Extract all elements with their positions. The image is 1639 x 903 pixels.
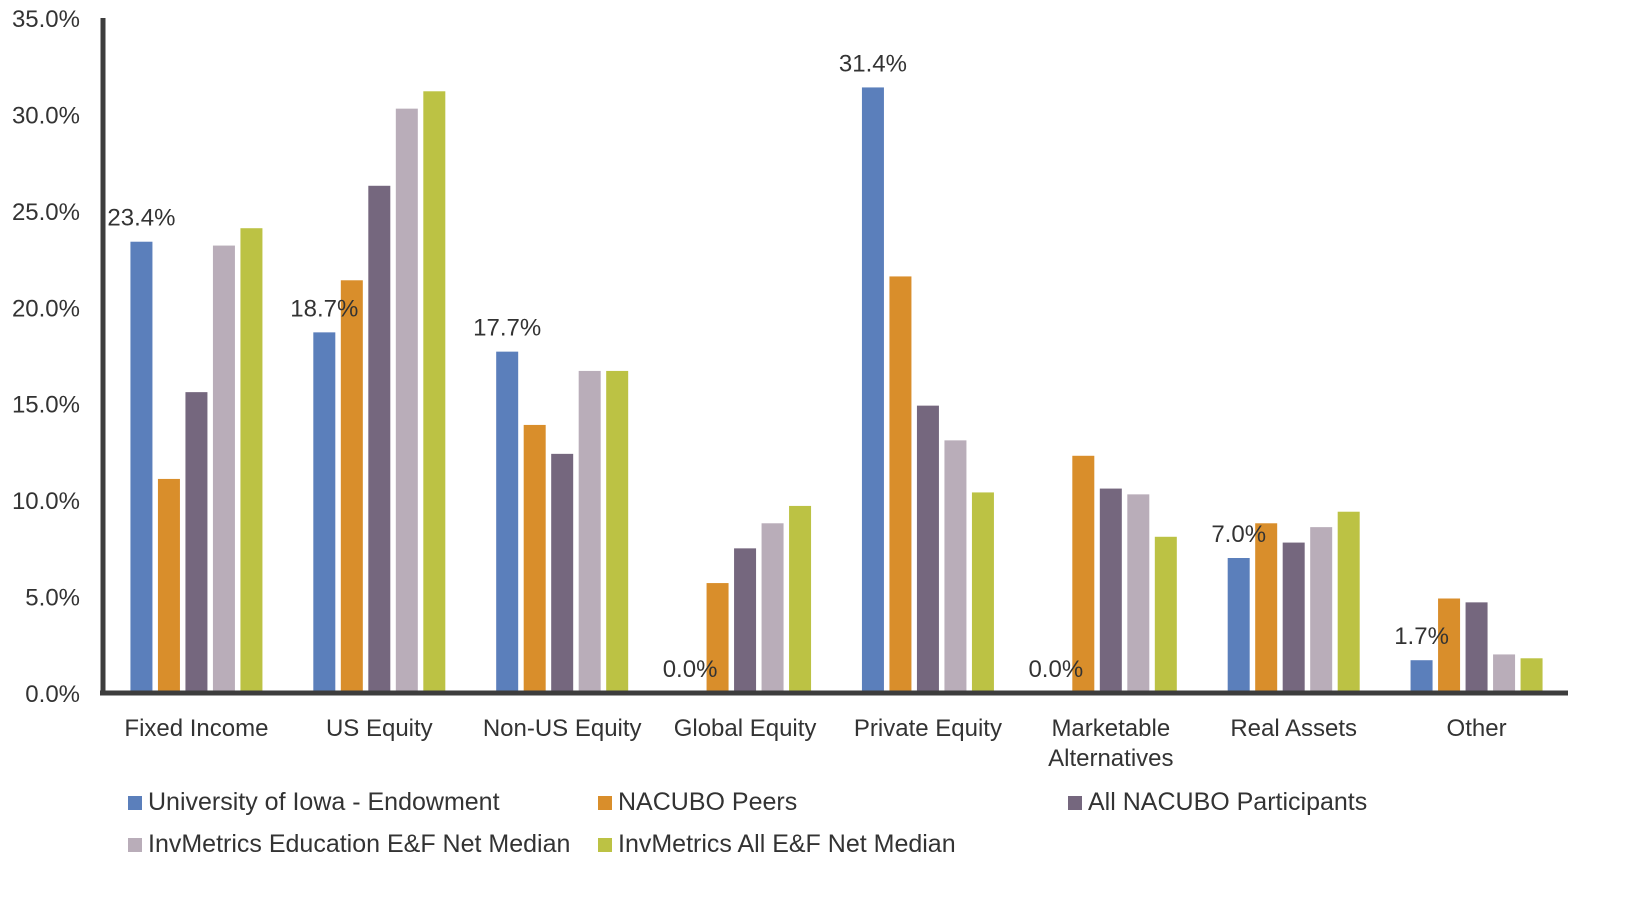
legend-swatch — [128, 795, 142, 810]
bar — [734, 548, 757, 693]
x-category-label: US Equity — [326, 715, 433, 742]
bar — [789, 505, 812, 693]
legend-swatch — [598, 795, 612, 810]
bar-chart: 0.0% 5.0% 10.0% 15.0% 20.0% 25.0% 30.0% 35.0% 2… — [12, 6, 1568, 772]
bar — [423, 91, 446, 694]
legend-label: InvMetrics Education E&F Net Median — [148, 830, 571, 858]
data-label: 18.7% — [290, 295, 358, 322]
legend-item: InvMetrics Education E&F Net Median — [128, 830, 570, 859]
bar — [706, 583, 729, 693]
legend-label: University of Iowa - Endowment — [148, 788, 500, 816]
bar — [340, 280, 363, 693]
bar — [523, 424, 546, 693]
bars — [130, 87, 1543, 694]
y-tick-label: 30.0% — [12, 102, 80, 129]
bar — [368, 185, 391, 694]
legend-item: All NACUBO Participants — [1068, 788, 1367, 817]
y-tick-label: 20.0% — [12, 295, 80, 322]
bar — [395, 108, 418, 693]
bar — [496, 351, 519, 693]
legend-swatch — [1068, 795, 1082, 810]
legend-label: InvMetrics All E&F Net Median — [618, 830, 956, 858]
bar — [1255, 523, 1278, 693]
data-label: 0.0% — [663, 656, 718, 683]
legend-swatch — [128, 837, 142, 852]
legend-item: NACUBO Peers — [598, 788, 797, 817]
y-tick-label: 10.0% — [12, 488, 80, 515]
data-label: 31.4% — [839, 50, 907, 77]
bar — [185, 392, 208, 693]
legend-label: All NACUBO Participants — [1088, 788, 1368, 816]
bar — [1520, 658, 1543, 693]
data-label: 7.0% — [1211, 521, 1266, 548]
bar — [1438, 598, 1461, 693]
y-axis-ticks: 0.0% 5.0% 10.0% 15.0% 20.0% 25.0% 30.0% 35.0% — [12, 6, 80, 708]
legend-item: InvMetrics All E&F Net Median — [598, 830, 956, 859]
bar — [157, 478, 180, 693]
bar — [1310, 527, 1333, 693]
data-label: 1.7% — [1394, 623, 1449, 650]
x-category-label: Marketable — [1051, 715, 1170, 742]
x-category-label: Global Equity — [674, 715, 817, 742]
bar — [861, 87, 884, 693]
x-category-label: Alternatives — [1048, 745, 1173, 772]
bar — [240, 228, 263, 693]
bar — [1099, 488, 1122, 693]
legend-label: NACUBO Peers — [618, 788, 798, 816]
bar — [130, 241, 153, 693]
bar — [1282, 542, 1305, 693]
bar — [1493, 654, 1516, 693]
y-tick-label: 25.0% — [12, 199, 80, 226]
y-tick-label: 0.0% — [25, 681, 80, 708]
data-label: 23.4% — [107, 205, 175, 232]
x-category-label: Other — [1447, 715, 1507, 742]
x-axis-categories: Fixed Income US Equity Non-US Equity Global… — [124, 715, 1506, 772]
bar — [1154, 536, 1177, 693]
legend-swatch — [598, 837, 612, 852]
bar — [761, 523, 784, 693]
bar — [1337, 511, 1360, 693]
data-labels: 23.4% 18.7% 17.7% 0.0% 31.4% 0.0% 7.0% 1.7% — [107, 50, 1449, 683]
bar — [1127, 494, 1150, 693]
data-label: 0.0% — [1028, 656, 1083, 683]
bar — [916, 405, 939, 693]
bar — [551, 453, 574, 693]
y-tick-label: 5.0% — [25, 585, 80, 612]
legend-item: University of Iowa - Endowment — [128, 788, 500, 817]
bar — [971, 492, 994, 693]
x-category-label: Fixed Income — [124, 715, 268, 742]
bar — [1465, 602, 1488, 693]
bar — [889, 276, 912, 693]
x-category-label: Non-US Equity — [483, 715, 642, 742]
y-tick-label: 35.0% — [12, 6, 80, 33]
bar — [606, 370, 629, 693]
data-label: 17.7% — [473, 315, 541, 342]
bar — [313, 332, 336, 693]
y-tick-label: 15.0% — [12, 392, 80, 419]
bar — [1072, 455, 1095, 693]
x-category-label: Real Assets — [1230, 715, 1357, 742]
bar — [1410, 660, 1433, 693]
bar — [944, 440, 967, 693]
bar — [1227, 558, 1250, 693]
bar — [578, 370, 601, 693]
x-category-label: Private Equity — [854, 715, 1002, 742]
bar — [212, 245, 235, 694]
